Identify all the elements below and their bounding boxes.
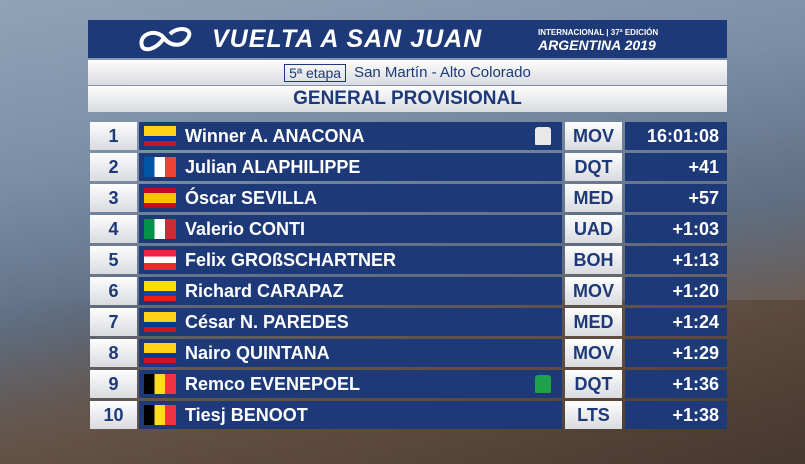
rank: 1 [90,122,137,150]
header-title: VUELTA A SAN JUAN [212,25,483,53]
rider-name: Julian ALAPHILIPPE [185,156,361,177]
team: BOH [565,246,622,274]
flag [144,374,176,394]
flag [144,219,176,239]
header-edition: INTERNACIONAL | 37ª EDICIÓN [538,28,659,37]
team: UAD [565,215,622,243]
rider-name: Valerio CONTI [185,218,306,239]
rank: 6 [90,277,137,305]
team: LTS [565,401,622,429]
rider-name: Nairo QUINTANA [185,342,330,363]
team: MED [565,308,622,336]
rider-name: Richard CARAPAZ [185,280,344,301]
time: +57 [625,184,727,212]
rank: 9 [90,370,137,398]
team: DQT [565,153,622,181]
rider-name: César N. PAREDES [185,311,349,332]
name-bar [139,370,562,398]
flag [144,405,176,425]
stage-number: 5ª etapa [284,63,347,82]
flag [144,312,176,332]
stage-bar: 5ª etapa San Martín - Alto Colorado [88,60,727,85]
jersey-icon [535,127,551,145]
name-bar [139,339,562,367]
team: MED [565,184,622,212]
team: DQT [565,370,622,398]
name-bar [139,122,562,150]
jersey-icon [535,375,551,393]
rank: 5 [90,246,137,274]
time: 16:01:08 [625,122,727,150]
flag [144,343,176,363]
time: +1:29 [625,339,727,367]
rider-name: Remco EVENEPOEL [185,373,361,394]
rank: 3 [90,184,137,212]
rank: 7 [90,308,137,336]
flag [144,126,176,146]
time: +1:13 [625,246,727,274]
rank: 2 [90,153,137,181]
flag [144,250,176,270]
name-bar [139,401,562,429]
classification-title: GENERAL PROVISIONAL [88,86,727,112]
logo [139,27,192,52]
time: +41 [625,153,727,181]
time: +1:36 [625,370,727,398]
rider-name: Winner A. ANACONA [185,125,365,146]
rank: 4 [90,215,137,243]
name-bar [139,153,562,181]
stage-route: San Martín - Alto Colorado [354,64,531,81]
time: +1:20 [625,277,727,305]
rank: 8 [90,339,137,367]
time: +1:03 [625,215,727,243]
name-bar [139,184,562,212]
team: MOV [565,277,622,305]
flag [144,188,176,208]
header-subtitle: ARGENTINA 2019 [538,37,656,53]
name-bar [139,277,562,305]
time: +1:38 [625,401,727,429]
rider-name: Tiesj BENOOT [185,404,308,425]
flag [144,281,176,301]
team: MOV [565,122,622,150]
header-bar: VUELTA A SAN JUAN INTERNACIONAL | 37ª ED… [88,20,727,58]
rider-name: Felix GROßSCHARTNER [185,249,397,270]
flag [144,157,176,177]
rider-name: Óscar SEVILLA [185,187,318,208]
rank: 10 [90,401,137,429]
team: MOV [565,339,622,367]
name-bar [139,308,562,336]
time: +1:24 [625,308,727,336]
name-bar [139,246,562,274]
name-bar [139,215,562,243]
